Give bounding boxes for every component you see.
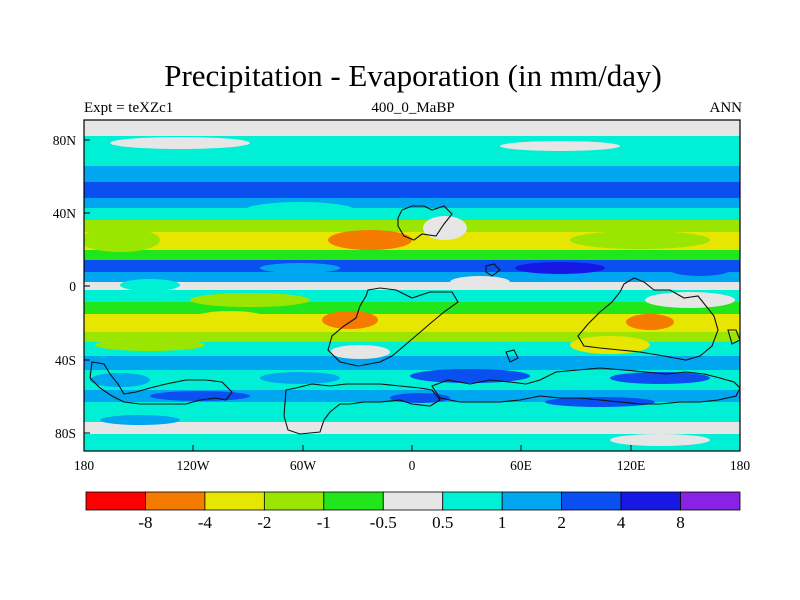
field-patch	[645, 292, 735, 308]
period-label: 400_0_MaBP	[371, 100, 455, 116]
colorbar-label: -1	[317, 513, 331, 532]
field-band	[84, 182, 740, 198]
field-patch	[290, 426, 470, 434]
lat-tick-label: 80S	[55, 426, 76, 441]
field-band	[84, 370, 740, 390]
field-patch	[390, 393, 450, 403]
lat-tick-label: 40N	[53, 206, 77, 221]
coastline-outline	[505, 349, 519, 363]
lon-tick-label: 60E	[510, 458, 532, 473]
field-band	[84, 208, 740, 220]
coastline-outline	[431, 367, 740, 405]
colorbar-swatch	[204, 491, 265, 511]
field-band	[84, 166, 740, 182]
lon-tick-label: 0	[409, 458, 416, 473]
field-patch	[150, 391, 250, 401]
lon-tick-label: 120W	[177, 458, 210, 473]
colorbar-swatch	[85, 491, 146, 511]
field-patch	[515, 262, 605, 274]
field-band	[84, 302, 740, 314]
latitude-axis: 80N 40N 0 40S 80S	[53, 133, 90, 441]
coastline-outline	[397, 205, 453, 241]
field-patch	[245, 202, 355, 218]
field-band	[84, 272, 740, 282]
precip-evap-field	[84, 120, 740, 451]
colorbar-swatch	[561, 491, 622, 511]
colorbar-label: 4	[617, 513, 626, 532]
field-patch	[84, 228, 160, 252]
colorbar-swatch	[501, 491, 563, 511]
field-patch	[410, 369, 530, 383]
coastline-outline	[727, 329, 740, 345]
season-label: ANN	[709, 100, 743, 116]
lon-tick-label: 120E	[617, 458, 646, 473]
field-patch	[500, 141, 620, 151]
field-band	[84, 282, 740, 290]
lat-tick-label: 80N	[53, 133, 77, 148]
field-patch	[423, 216, 467, 240]
colorbar-label: -2	[257, 513, 271, 532]
field-patch	[260, 263, 340, 273]
colorbar-label: -4	[198, 513, 213, 532]
lon-tick-label: 60W	[290, 458, 317, 473]
colorbar-label: 8	[676, 513, 685, 532]
field-patch	[545, 397, 655, 407]
coastline-outline	[283, 383, 441, 435]
coastlines	[89, 205, 740, 435]
colorbar: -8 -4 -2 -1 -0.5 0.5 1 2 4 8	[85, 491, 741, 532]
field-patch	[328, 230, 412, 250]
colorbar-swatch	[620, 491, 681, 511]
colorbar-swatch	[145, 491, 206, 511]
field-band	[84, 260, 740, 272]
colorbar-swatch	[382, 491, 444, 511]
experiment-label: Expt = teXZc1	[84, 100, 174, 116]
colorbar-swatch	[323, 491, 384, 511]
field-band	[84, 290, 740, 302]
colorbar-swatch	[263, 491, 325, 511]
field-patch	[90, 373, 150, 387]
coastline-outline	[485, 263, 501, 277]
field-patch	[610, 434, 710, 446]
field-patch	[520, 410, 600, 422]
field-patch	[322, 311, 378, 329]
coastline-outline	[89, 361, 233, 405]
lon-tick-label: 180	[74, 458, 95, 473]
lat-tick-label: 40S	[55, 353, 76, 368]
colorbar-swatch	[680, 491, 741, 511]
field-band	[84, 120, 740, 136]
colorbar-label: 0.5	[432, 513, 453, 532]
field-patch	[100, 415, 180, 425]
field-band	[84, 250, 740, 260]
lat-tick-label: 0	[69, 279, 76, 294]
field-band	[84, 332, 740, 342]
field-band	[84, 356, 740, 370]
field-patch	[626, 314, 674, 330]
colorbar-label: -0.5	[370, 513, 397, 532]
field-patch	[330, 345, 390, 359]
field-patch	[95, 339, 205, 351]
field-patch	[610, 372, 710, 384]
longitude-axis: 180 120W 60W 0 60E 120E 180	[74, 445, 751, 473]
map-title: Precipitation - Evaporation (in mm/day)	[164, 58, 662, 93]
colorbar-label: 2	[557, 513, 566, 532]
field-patch	[570, 336, 650, 354]
field-patch	[120, 279, 180, 291]
coastline-outline	[577, 277, 719, 361]
field-patch	[190, 293, 310, 307]
field-patch	[450, 276, 510, 288]
field-band	[84, 220, 740, 232]
field-band	[84, 198, 740, 208]
field-patch	[670, 264, 730, 276]
coastline-outline	[327, 287, 459, 367]
field-patch	[570, 231, 710, 249]
field-patch	[260, 372, 340, 384]
colorbar-label: -8	[138, 513, 152, 532]
field-patch	[190, 311, 270, 329]
lon-tick-label: 180	[730, 458, 751, 473]
field-band	[84, 434, 740, 451]
field-patch	[110, 137, 250, 149]
colorbar-label: 1	[498, 513, 507, 532]
colorbar-swatch	[442, 491, 503, 511]
